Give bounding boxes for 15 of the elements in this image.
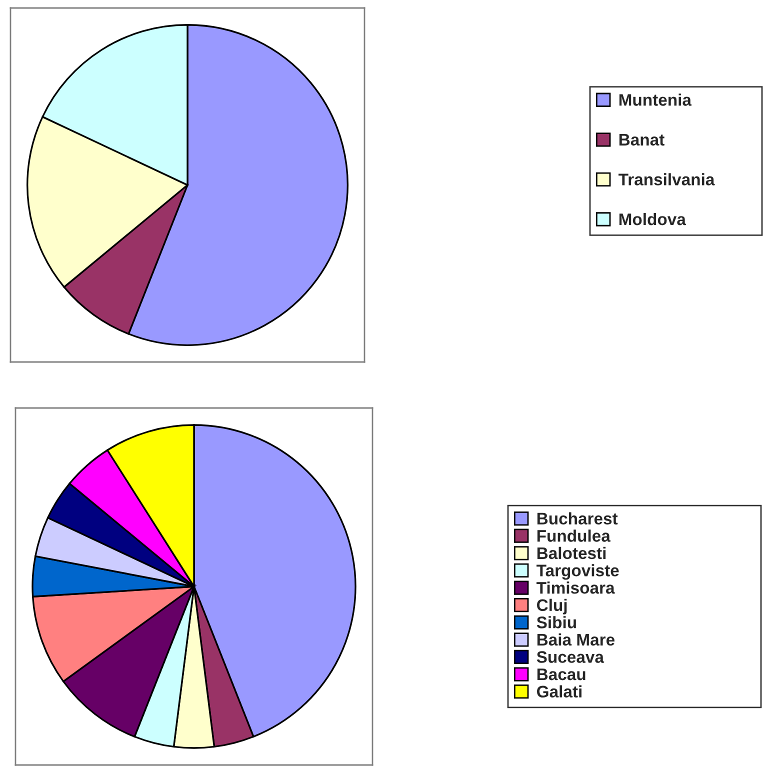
legend-label: Moldova [619, 212, 686, 226]
legend-label: Balotesti [537, 546, 606, 560]
legend-label: Bucharest [537, 512, 618, 525]
legend-label: Transilvania [618, 173, 715, 186]
legend-label: Bacau [537, 668, 586, 680]
legend-label: Muntenia [619, 94, 692, 106]
legend-label: Suceava [536, 651, 604, 663]
legend-label: Baia Mare [537, 633, 615, 646]
legend-label: Galati [537, 685, 582, 698]
legend-label: Fundulea [537, 530, 611, 542]
legend-label: Banat [619, 134, 664, 146]
legend-label: Timisoara [536, 582, 615, 594]
legend-label: Sibiu [536, 616, 576, 628]
legend-label: Targoviste [536, 564, 619, 580]
legend-label: Cluj [537, 598, 567, 614]
